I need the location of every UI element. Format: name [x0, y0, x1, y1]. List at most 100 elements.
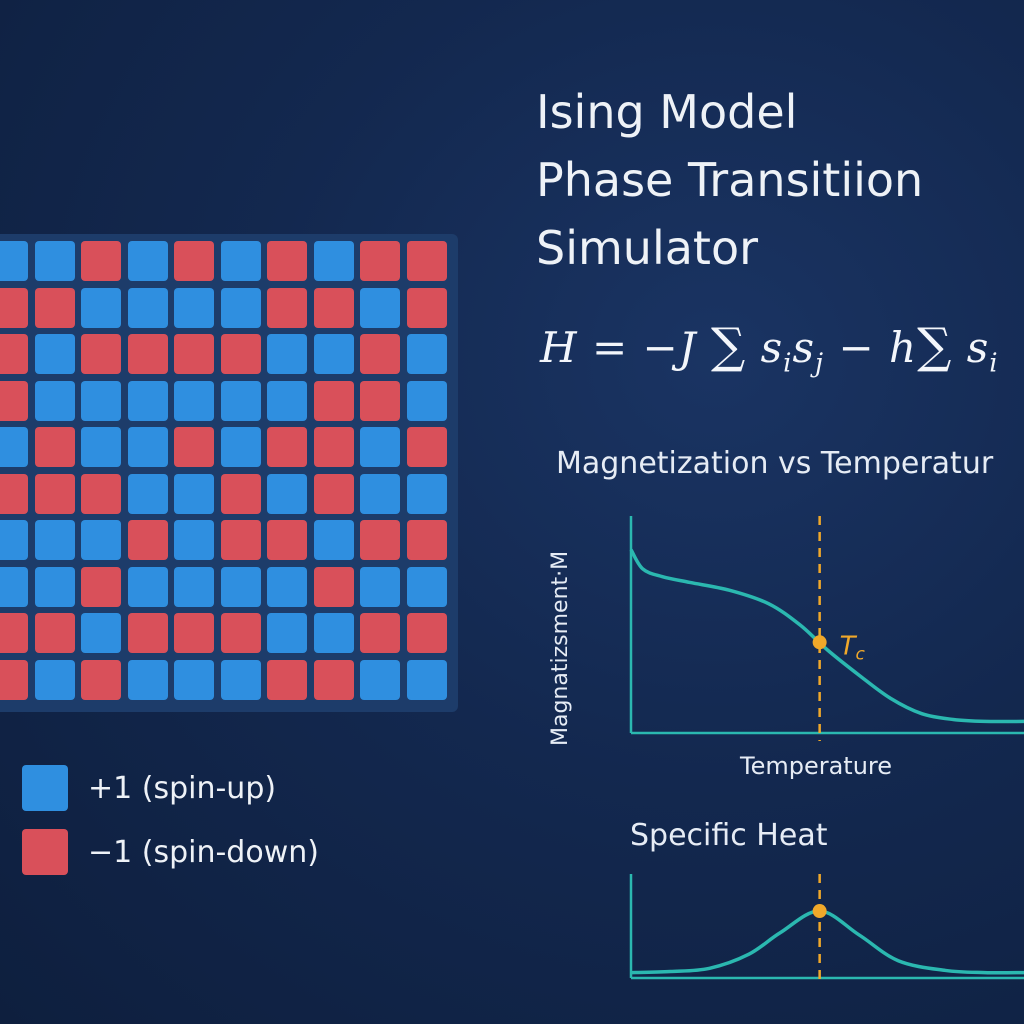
spin-up-cell: [360, 287, 400, 328]
formula-s-3: s: [966, 323, 990, 372]
spin-down-cell: [313, 473, 354, 514]
formula-i-2: i: [989, 348, 999, 379]
spin-up-cell: [313, 520, 354, 560]
magnetization-tc-label: Tc: [840, 631, 866, 664]
spin-up-cell: [127, 473, 168, 514]
spin-up-cell: [220, 241, 261, 281]
spin-up-cell: [81, 613, 121, 653]
spin-up-cell: [406, 659, 447, 700]
formula-H: H: [540, 323, 578, 372]
legend-label-spin-down: −1 (spin-down): [88, 834, 319, 870]
spin-up-cell: [360, 566, 400, 607]
spin-down-cell: [0, 287, 28, 328]
specific-heat-chart-title: Specific Heat: [630, 818, 828, 853]
spin-down-cell: [220, 520, 261, 560]
formula-sigma-1: ∑: [710, 318, 747, 374]
spin-down-cell: [313, 566, 354, 607]
spin-down-cell: [267, 287, 307, 328]
legend-spin-up: +1 (spin-up): [22, 765, 277, 811]
spin-down-cell: [220, 473, 261, 514]
spin-down-cell: [81, 241, 121, 281]
spin-up-cell: [81, 427, 121, 467]
spin-up-cell: [313, 334, 354, 374]
spin-down-cell: [174, 334, 214, 374]
hamiltonian-formula: H = −J ∑ sisj − h∑ si: [540, 318, 999, 378]
spin-up-cell: [267, 613, 307, 653]
spin-down-cell: [174, 613, 214, 653]
specific-heat-curve: [630, 909, 1024, 975]
spin-down-cell: [127, 520, 168, 560]
spin-down-cell: [81, 473, 121, 514]
legend-swatch-spin-up: [22, 765, 68, 811]
spin-up-cell: [220, 427, 261, 467]
spin-up-cell: [81, 287, 121, 328]
formula-h: h: [889, 323, 918, 372]
spin-up-cell: [406, 566, 447, 607]
spin-lattice-panel: [0, 234, 458, 712]
magnetization-y-axis-label: Magnatizsment·M: [548, 551, 573, 746]
spin-up-cell: [313, 613, 354, 653]
spin-down-cell: [34, 613, 75, 653]
spin-down-cell: [267, 520, 307, 560]
spin-up-cell: [34, 659, 75, 700]
spin-up-cell: [0, 241, 28, 281]
spin-up-cell: [360, 427, 400, 467]
spin-up-cell: [267, 334, 307, 374]
spin-up-cell: [267, 473, 307, 514]
spin-up-cell: [81, 520, 121, 560]
spin-down-cell: [313, 427, 354, 467]
formula-eq: =: [577, 323, 643, 372]
formula-i-1: i: [783, 348, 793, 379]
spin-up-cell: [34, 520, 75, 560]
legend-label-spin-up: +1 (spin-up): [88, 770, 277, 806]
formula-minus: −: [824, 323, 889, 372]
spin-down-cell: [81, 334, 121, 374]
spin-up-cell: [0, 566, 28, 607]
spin-up-cell: [174, 566, 214, 607]
spin-up-cell: [267, 566, 307, 607]
spin-up-cell: [0, 427, 28, 467]
spin-down-cell: [406, 613, 447, 653]
spin-down-cell: [267, 241, 307, 281]
spin-down-cell: [0, 659, 28, 700]
spin-up-cell: [127, 287, 168, 328]
spin-up-cell: [220, 287, 261, 328]
magnetization-tc-label-sub: c: [856, 644, 866, 664]
spin-up-cell: [127, 427, 168, 467]
spin-down-cell: [360, 334, 400, 374]
spin-down-cell: [81, 566, 121, 607]
spin-up-cell: [267, 380, 307, 421]
spin-up-cell: [34, 334, 75, 374]
formula-s-1: s: [760, 323, 784, 372]
spin-down-cell: [127, 334, 168, 374]
legend-spin-down: −1 (spin-down): [22, 829, 319, 875]
spin-up-cell: [174, 659, 214, 700]
spin-up-cell: [174, 520, 214, 560]
spin-down-cell: [34, 473, 75, 514]
spin-up-cell: [220, 566, 261, 607]
spin-up-cell: [127, 659, 168, 700]
formula-s-2: s: [792, 323, 816, 372]
spin-down-cell: [360, 241, 400, 281]
spin-up-cell: [360, 473, 400, 514]
spin-down-cell: [34, 427, 75, 467]
spin-down-cell: [406, 520, 447, 560]
spin-up-cell: [220, 659, 261, 700]
magnetization-curve: [629, 548, 1024, 724]
spin-up-cell: [127, 566, 168, 607]
spin-up-cell: [34, 241, 75, 281]
spin-down-cell: [313, 287, 354, 328]
spin-down-cell: [406, 427, 447, 467]
spin-down-cell: [0, 334, 28, 374]
specific-heat-tc-point: [812, 904, 827, 919]
spin-down-cell: [406, 287, 447, 328]
spin-up-cell: [406, 380, 447, 421]
spin-down-cell: [34, 287, 75, 328]
spin-down-cell: [174, 427, 214, 467]
spin-down-cell: [81, 659, 121, 700]
spin-down-cell: [360, 613, 400, 653]
title-line-2: Phase Transitiion: [536, 153, 924, 207]
spin-down-cell: [360, 380, 400, 421]
formula-j: j: [815, 348, 825, 379]
spin-up-cell: [360, 659, 400, 700]
